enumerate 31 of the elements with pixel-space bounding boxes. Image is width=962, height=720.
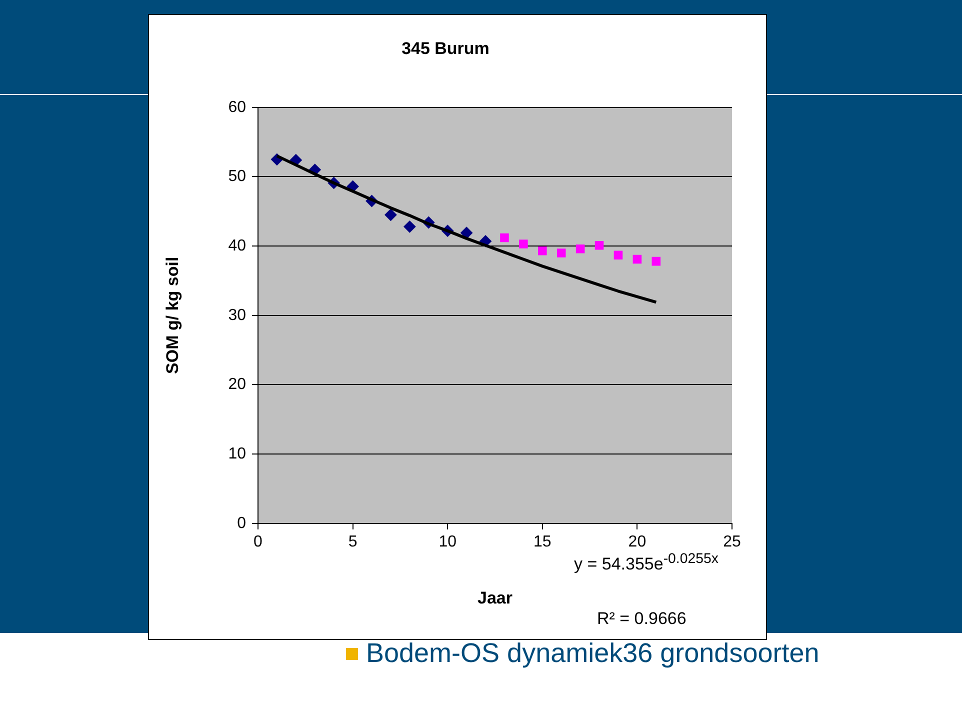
point — [519, 240, 528, 248]
y-tick-label: 20 — [228, 376, 246, 394]
y-tick-label: 30 — [228, 306, 246, 324]
point — [404, 220, 416, 233]
y-tick-label: 40 — [228, 237, 246, 254]
x-tick-label: 25 — [723, 533, 741, 550]
point — [576, 244, 585, 254]
chart-title: 345 Burum — [402, 38, 490, 58]
point — [632, 254, 642, 264]
point — [384, 208, 397, 221]
point — [460, 226, 473, 239]
x-tick-label: 5 — [348, 533, 358, 550]
y-tick-label: 50 — [228, 168, 246, 186]
y-tick-label: 60 — [228, 98, 246, 116]
point — [594, 240, 604, 250]
point — [538, 246, 547, 256]
text: Bodem-OS dynamiek36 grondsoorten — [366, 638, 820, 669]
text: y = 54.355e$^{-0.0255x}$ — [574, 551, 718, 575]
point — [500, 233, 509, 242]
y-axis-title: SOM g/ kg soil — [162, 256, 182, 374]
x-axis-title: Jaar — [478, 588, 513, 608]
point — [556, 248, 566, 258]
x-tick-label: 0 — [254, 533, 263, 550]
y-tick-label: 10 — [228, 445, 246, 462]
x-tick-label: 10 — [438, 533, 457, 550]
y-tick-label: 0 — [237, 514, 246, 532]
point — [652, 256, 661, 266]
text: R² = 0.9666 — [597, 609, 686, 629]
point — [614, 250, 623, 260]
x-tick-label: 20 — [628, 533, 646, 550]
x-tick-label: 15 — [534, 533, 552, 550]
